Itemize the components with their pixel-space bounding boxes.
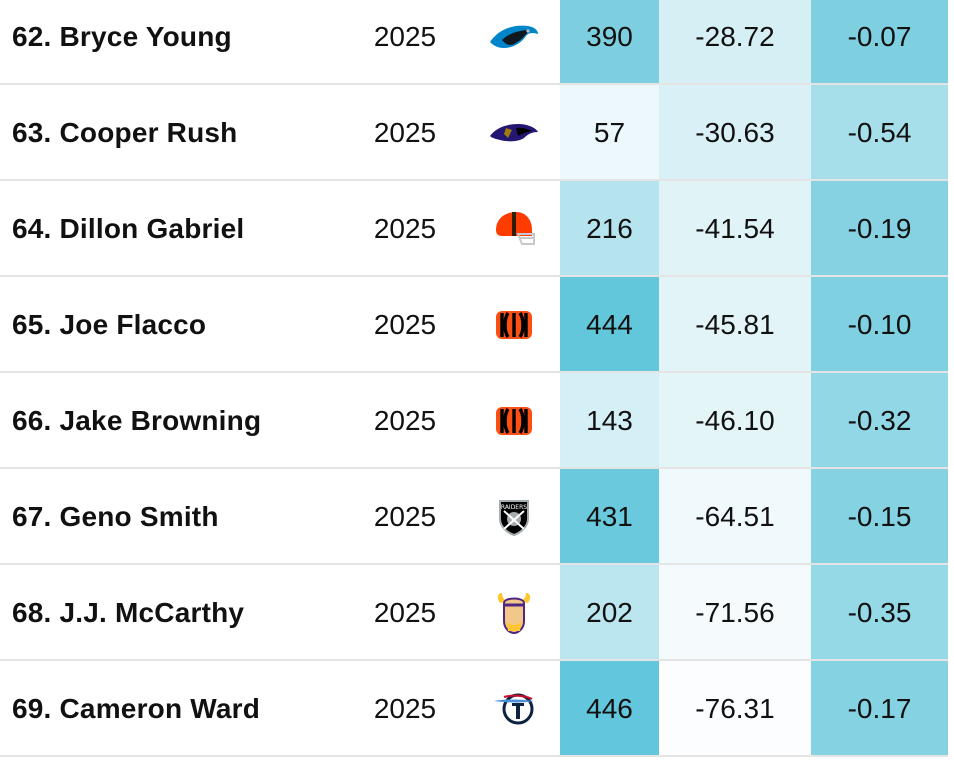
season: 2025: [373, 501, 437, 532]
plays-value: 390: [560, 0, 659, 85]
player-name: 69. Cameron Ward: [12, 693, 261, 724]
titans-logo-icon: [476, 661, 552, 757]
season: 2025: [373, 693, 437, 724]
epa-per-play-value: -0.10: [811, 277, 948, 373]
epa-per-play-value: -0.35: [811, 565, 948, 661]
epa-per-play-value: -0.17: [811, 661, 948, 757]
epa-per-play-value: -0.19: [811, 181, 948, 277]
player-name: 65. Joe Flacco: [12, 309, 207, 340]
epa-value: -76.31: [659, 661, 811, 757]
table-row[interactable]: 65. Joe Flacco 2025 444 -45.81 -0.10: [0, 277, 954, 373]
plays-value: 202: [560, 565, 659, 661]
epa-value: -28.72: [659, 0, 811, 85]
season: 2025: [373, 309, 437, 340]
player-name: 62. Bryce Young: [12, 21, 232, 52]
svg-text:RAIDERS: RAIDERS: [501, 504, 527, 511]
table-row[interactable]: 64. Dillon Gabriel 2025 216 -41.54 -0.19: [0, 181, 954, 277]
table-row[interactable]: 67. Geno Smith 2025 RAIDERS 431 -64.51 -0.15: [0, 469, 954, 565]
browns-logo-icon: [476, 181, 552, 277]
epa-per-play-value: -0.07: [811, 0, 948, 85]
right-edge: [948, 0, 954, 770]
epa-value: -71.56: [659, 565, 811, 661]
bengals-logo-icon: [476, 277, 552, 373]
plays-value: 444: [560, 277, 659, 373]
table-row[interactable]: 68. J.J. McCarthy 2025 202 -71.56 -0.35: [0, 565, 954, 661]
player-name: 67. Geno Smith: [12, 501, 219, 532]
player-name: 63. Cooper Rush: [12, 117, 238, 148]
table-row[interactable]: 69. Cameron Ward 2025 446 -76.31 -0.17: [0, 661, 954, 757]
season: 2025: [373, 117, 437, 148]
table-row[interactable]: 66. Jake Browning 2025 143 -46.10 -0.32: [0, 373, 954, 469]
epa-value: -30.63: [659, 85, 811, 181]
player-name: 64. Dillon Gabriel: [12, 213, 245, 244]
vikings-logo-icon: [476, 565, 552, 661]
epa-value: -41.54: [659, 181, 811, 277]
plays-value: 143: [560, 373, 659, 469]
plays-value: 431: [560, 469, 659, 565]
panthers-logo-icon: [476, 0, 552, 85]
epa-per-play-value: -0.54: [811, 85, 948, 181]
plays-value: 216: [560, 181, 659, 277]
bengals-logo-icon: [476, 373, 552, 469]
season: 2025: [373, 597, 437, 628]
player-name: 68. J.J. McCarthy: [12, 597, 245, 628]
epa-per-play-value: -0.32: [811, 373, 948, 469]
player-name: 66. Jake Browning: [12, 405, 262, 436]
season: 2025: [373, 21, 437, 52]
table-row[interactable]: 62. Bryce Young 2025 390 -28.72 -0.07: [0, 0, 954, 85]
season: 2025: [373, 213, 437, 244]
raiders-logo-icon: RAIDERS: [476, 469, 552, 565]
epa-value: -46.10: [659, 373, 811, 469]
epa-per-play-value: -0.15: [811, 469, 948, 565]
season: 2025: [373, 405, 437, 436]
epa-value: -64.51: [659, 469, 811, 565]
epa-value: -45.81: [659, 277, 811, 373]
plays-value: 446: [560, 661, 659, 757]
table-row[interactable]: 63. Cooper Rush 2025 57 -30.63 -0.54: [0, 85, 954, 181]
ravens-logo-icon: [476, 85, 552, 181]
plays-value: 57: [560, 85, 659, 181]
